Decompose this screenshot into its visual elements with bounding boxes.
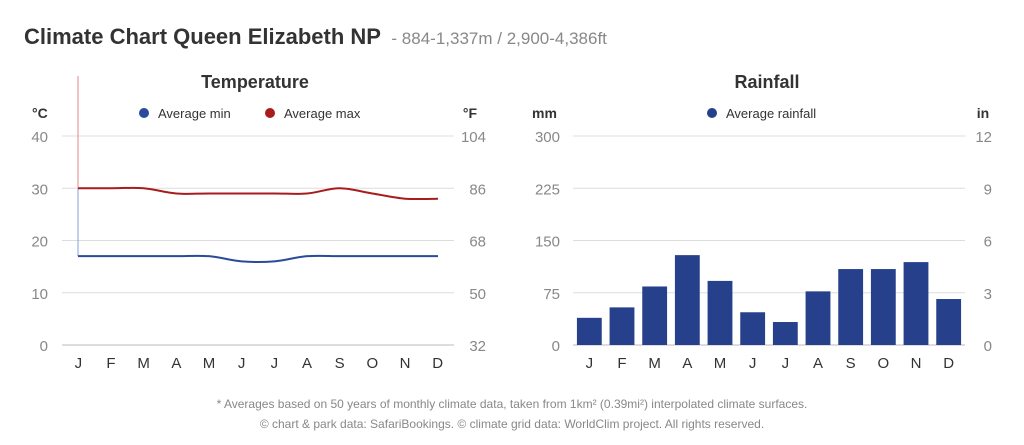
rainfall-month-label: J [782, 355, 790, 372]
rainfall-month-label: J [749, 355, 757, 372]
rainfall-bar [772, 322, 798, 345]
rainfall-bar [707, 280, 733, 345]
rainfall-chart-title: Rainfall [734, 72, 799, 92]
footnote: * Averages based on 50 years of monthly … [216, 397, 808, 411]
rainfall-month-label: J [586, 355, 594, 372]
rainfall-bar [838, 269, 864, 345]
temperature-left-tick-label: 20 [31, 234, 48, 251]
rainfall-month-label: S [846, 355, 856, 372]
rainfall-left-tick-label: 300 [535, 129, 560, 146]
rainfall-month-label: M [648, 355, 661, 372]
rainfall-bar [805, 291, 831, 345]
rainfall-bar [936, 299, 962, 345]
temperature-month-label: M [137, 355, 150, 372]
temperature-right-tick-label: 50 [469, 286, 486, 303]
rainfall-right-tick-label: 3 [984, 286, 992, 303]
temperature-right-tick-label: 68 [469, 234, 486, 251]
rainfall-bar [642, 286, 668, 345]
temperature-month-label: D [432, 355, 443, 372]
rainfall-bar [576, 317, 602, 345]
temperature-right-tick-label: 104 [461, 129, 486, 146]
temperature-right-tick-label: 86 [469, 181, 486, 198]
rainfall-legend-label: Average rainfall [726, 106, 816, 121]
temperature-legend-marker [265, 108, 275, 118]
rainfall-month-label: A [682, 355, 692, 372]
temperature-month-label: F [106, 355, 115, 372]
rainfall-bar [740, 312, 766, 345]
rainfall-right-tick-label: 9 [984, 181, 992, 198]
page-title: Climate Chart Queen Elizabeth NP [24, 24, 381, 49]
rainfall-month-label: F [617, 355, 626, 372]
temperature-month-label: A [171, 355, 181, 372]
temperature-left-tick-label: 10 [31, 286, 48, 303]
rainfall-month-label: D [943, 355, 954, 372]
temperature-month-label: J [75, 355, 83, 372]
temperature-left-tick-label: 30 [31, 181, 48, 198]
temperature-month-label: J [238, 355, 246, 372]
temperature-month-label: S [335, 355, 345, 372]
temperature-left-unit-label: °C [32, 105, 48, 121]
rainfall-month-label: M [714, 355, 727, 372]
rainfall-left-tick-label: 150 [535, 234, 560, 251]
credits: © chart & park data: SafariBookings. © c… [259, 417, 765, 431]
rainfall-right-tick-label: 12 [975, 129, 992, 146]
temperature-month-label: N [400, 355, 411, 372]
rainfall-bar [609, 307, 635, 345]
temperature-right-unit-label: °F [463, 105, 478, 121]
average-min-line [78, 254, 438, 264]
rainfall-left-tick-label: 225 [535, 181, 560, 198]
temperature-legend-marker [139, 108, 149, 118]
temperature-month-label: A [302, 355, 312, 372]
temperature-month-label: M [203, 355, 216, 372]
temperature-legend-label: Average max [284, 106, 361, 121]
rainfall-left-tick-label: 0 [552, 338, 560, 355]
temperature-chart-title: Temperature [201, 72, 309, 92]
temperature-left-tick-label: 0 [40, 338, 48, 355]
temperature-month-label: J [271, 355, 279, 372]
temperature-left-tick-label: 40 [31, 129, 48, 146]
rainfall-bar [674, 255, 700, 345]
temperature-legend-label: Average min [158, 106, 231, 121]
rainfall-left-unit-label: mm [532, 105, 557, 121]
rainfall-right-unit-label: in [977, 105, 989, 121]
average-max-line [78, 186, 439, 201]
rainfall-month-label: N [911, 355, 922, 372]
rainfall-left-tick-label: 75 [543, 286, 560, 303]
rainfall-right-tick-label: 0 [984, 338, 992, 355]
rainfall-bar [870, 269, 896, 345]
rainfall-month-label: A [813, 355, 823, 372]
rainfall-bar [903, 262, 929, 345]
rainfall-right-tick-label: 6 [984, 234, 992, 251]
temperature-month-label: O [366, 355, 378, 372]
rainfall-month-label: O [877, 355, 889, 372]
temperature-right-tick-label: 32 [469, 338, 486, 355]
rainfall-legend-marker [707, 108, 717, 118]
elevation-subtitle: - 884-1,337m / 2,900-4,386ft [391, 29, 607, 48]
chart-title: Climate Chart Queen Elizabeth NP - 884-1… [24, 24, 607, 50]
